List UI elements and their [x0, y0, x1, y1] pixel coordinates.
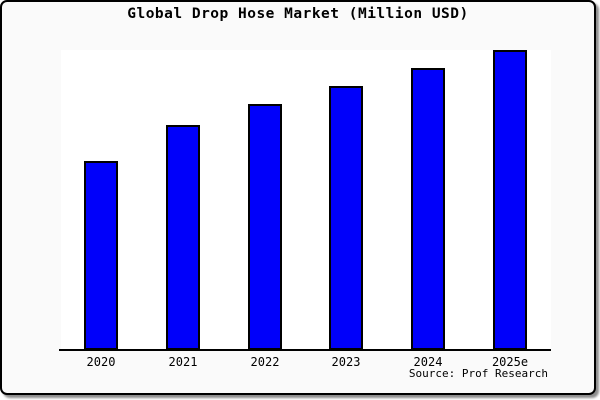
bar-2024 [411, 68, 445, 350]
x-tick-2023: 2023 [331, 355, 361, 369]
bar-2025e [493, 50, 527, 350]
plot-area [61, 50, 551, 350]
bar-2023 [329, 86, 363, 350]
bar-2020 [84, 161, 118, 350]
x-tick-2022: 2022 [250, 355, 280, 369]
x-tick-2021: 2021 [168, 355, 198, 369]
x-tick-2020: 2020 [86, 355, 116, 369]
bar-2021 [166, 125, 200, 350]
x-tick-2024: 2024 [413, 355, 443, 369]
x-axis-line [59, 349, 551, 351]
x-tick-2025e: 2025e [491, 355, 529, 369]
source-caption: Source: Prof Research [408, 367, 548, 380]
bar-2022 [248, 104, 282, 350]
chart-title: Global Drop Hose Market (Million USD) [127, 6, 469, 22]
